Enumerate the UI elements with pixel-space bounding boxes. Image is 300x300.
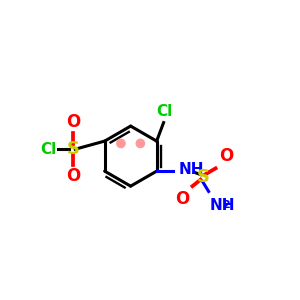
Text: O: O [66, 113, 80, 131]
Circle shape [117, 139, 125, 148]
Text: Cl: Cl [40, 142, 56, 157]
Text: 2: 2 [222, 200, 230, 210]
Text: S: S [66, 140, 80, 158]
Text: NH: NH [178, 163, 204, 178]
Text: O: O [219, 147, 233, 165]
Text: S: S [196, 168, 209, 186]
Circle shape [136, 139, 145, 148]
Text: O: O [66, 167, 80, 185]
Text: Cl: Cl [157, 104, 173, 119]
Text: O: O [175, 190, 189, 208]
Text: NH: NH [210, 198, 235, 213]
